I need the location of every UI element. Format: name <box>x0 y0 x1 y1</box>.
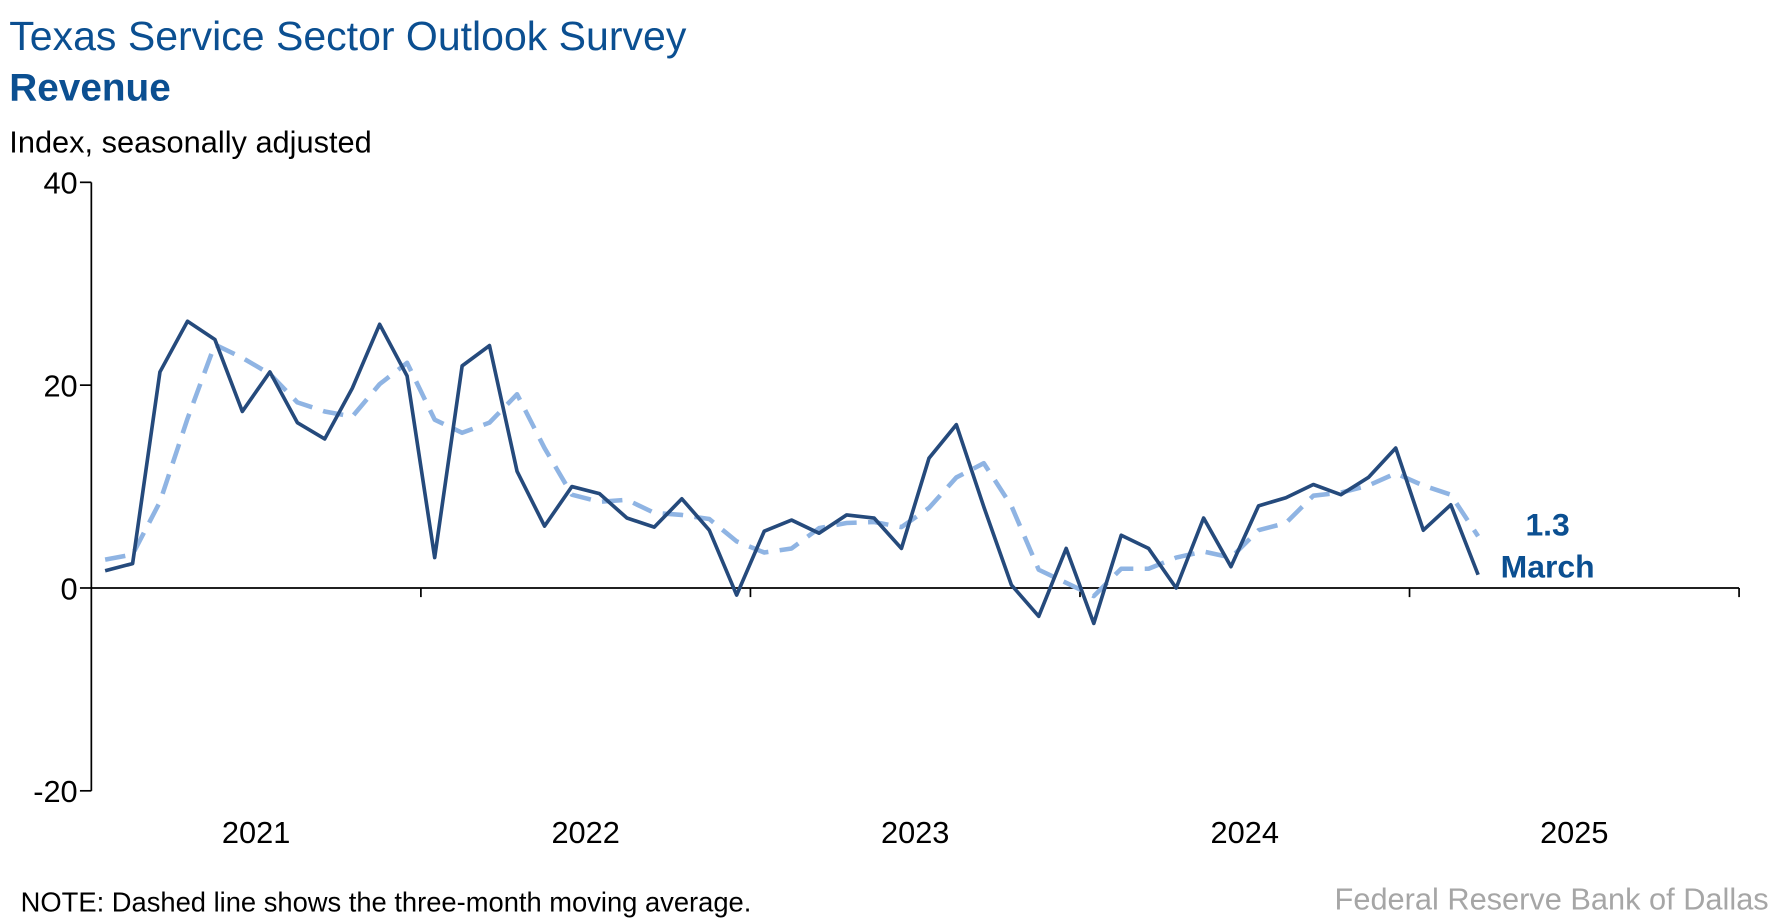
chart-title: Texas Service Sector Outlook Survey <box>9 13 687 59</box>
y-tick-label: 0 <box>61 571 78 606</box>
note: NOTE: Dashed line shows the three-month … <box>21 887 752 918</box>
x-tick-label: 2025 <box>1540 815 1608 850</box>
source: Federal Reserve Bank of Dallas <box>1335 881 1769 916</box>
value-label: 1.3 <box>1525 507 1569 543</box>
y-axis-label: Index, seasonally adjusted <box>9 125 371 160</box>
y-tick-label: -20 <box>33 774 77 809</box>
x-tick-label: 2022 <box>551 815 619 850</box>
y-tick-label: 40 <box>43 166 77 201</box>
x-tick-label: 2021 <box>222 815 290 850</box>
x-tick-label: 2023 <box>881 815 949 850</box>
series-line <box>104 319 1480 626</box>
annotation: March <box>1501 549 1595 585</box>
series-line <box>104 342 1481 599</box>
x-tick-label: 2024 <box>1211 815 1279 850</box>
chart-subtitle: Revenue <box>9 66 170 109</box>
y-tick-label: 20 <box>43 369 77 404</box>
